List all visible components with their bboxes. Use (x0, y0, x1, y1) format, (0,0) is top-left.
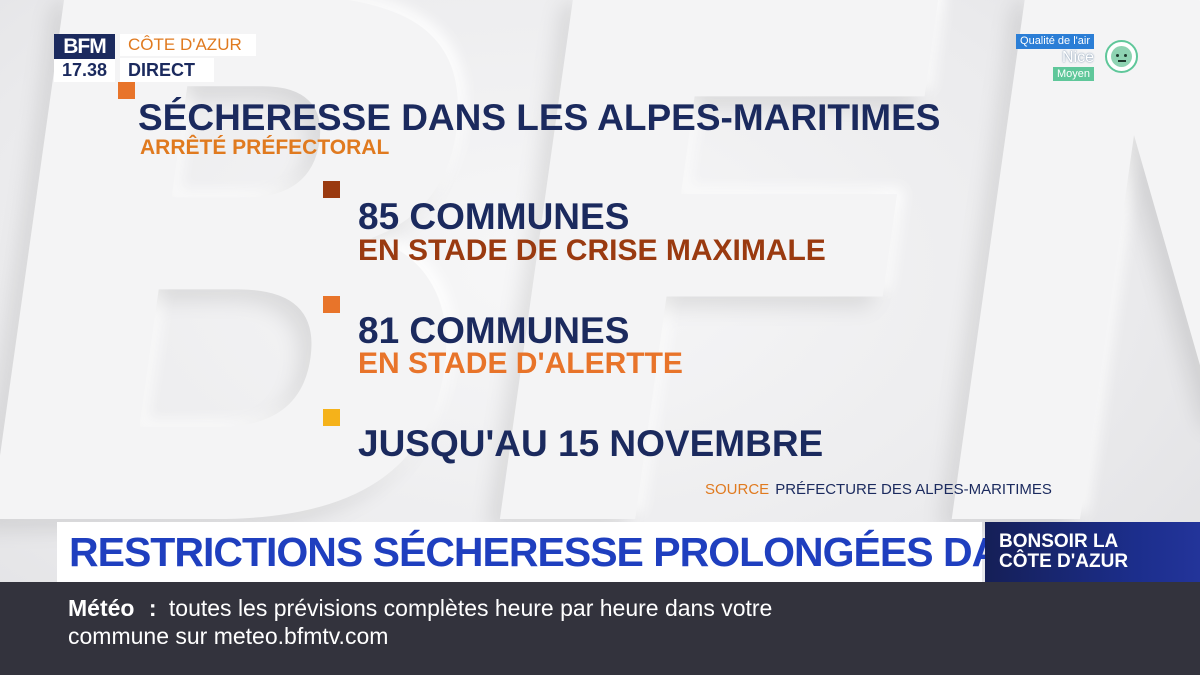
region-label: CÔTE D'AZUR (120, 34, 256, 56)
item-sub-crisis: EN STADE DE CRISE MAXIMALE (358, 234, 826, 267)
ticker-line1: Météo : toutes les prévisions complètes … (68, 594, 772, 622)
ticker-tag: Météo (68, 595, 135, 621)
item-main-date: JUSQU'AU 15 NOVEMBRE (358, 423, 824, 464)
news-ticker: Météo : toutes les prévisions complètes … (0, 582, 1200, 675)
item-bullet-crisis (323, 181, 340, 198)
infographic-title: SÉCHERESSE DANS LES ALPES-MARITIMES (138, 97, 941, 138)
title-bullet (118, 82, 135, 99)
channel-logo: BFM 17.38 (54, 34, 115, 82)
ticker-separator: : (148, 595, 157, 621)
clock: 17.38 (54, 59, 115, 82)
show-name-badge: BONSOIR LA CÔTE D'AZUR (985, 522, 1200, 582)
item-bullet-date (323, 409, 340, 426)
headline-banner: RESTRICTIONS SÉCHERESSE PROLONGÉES DANS … (57, 522, 1171, 582)
ticker-line2: commune sur meteo.bfmtv.com (68, 622, 388, 650)
ticker-text-line1: toutes les prévisions complètes heure pa… (168, 595, 773, 621)
show-name-line2: CÔTE D'AZUR (999, 551, 1129, 572)
air-quality-label: Qualité de l'air (1016, 34, 1094, 49)
item-sub-alert: EN STADE D'ALERTTE (358, 347, 683, 380)
show-name-line1: BONSOIR LA (999, 531, 1119, 552)
source-line: SOURCE PRÉFECTURE DES ALPES-MARITIMES (705, 481, 1052, 499)
item-bullet-alert (323, 296, 340, 313)
air-quality-widget: Qualité de l'air Nice Moyen (1007, 34, 1142, 82)
item-main-alert: 81 COMMUNES (358, 310, 630, 351)
item-main-crisis: 85 COMMUNES (358, 196, 630, 237)
infographic-subtitle: ARRÊTÉ PRÉFECTORAL (140, 136, 390, 159)
live-badge: DIRECT (120, 58, 214, 82)
ticker-text-line2: commune sur meteo.bfmtv.com (68, 623, 389, 649)
source-label: SOURCE (705, 481, 770, 498)
air-quality-level: Moyen (1052, 67, 1094, 81)
air-quality-city: Nice (1061, 49, 1094, 66)
source-value: PRÉFECTURE DES ALPES-MARITIMES (775, 481, 1052, 498)
channel-logo-brand: BFM (54, 34, 115, 59)
neutral-face-icon (1105, 40, 1138, 73)
